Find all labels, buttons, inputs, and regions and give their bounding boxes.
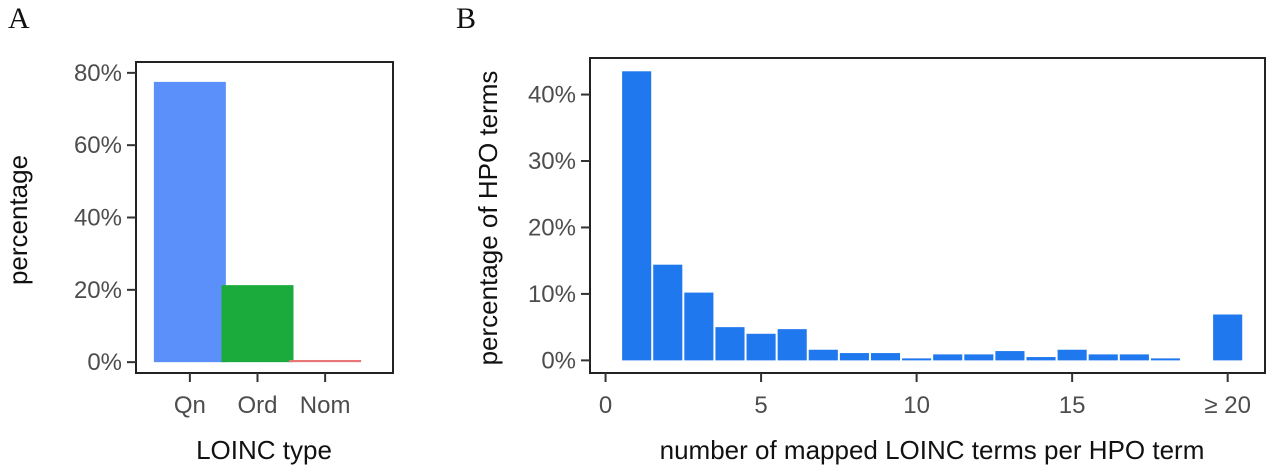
panel-b-label: B (456, 2, 476, 35)
chart-b-y-tick-label: 40% (528, 82, 576, 109)
bar-12 (964, 354, 994, 361)
chart-a-y-axis-title: percentage (3, 155, 33, 285)
chart-b-y-tick-label: 30% (528, 148, 576, 175)
chart-b-x-axis-title: number of mapped LOINC terms per HPO ter… (660, 435, 1205, 465)
chart-b-y-tick-label: 20% (528, 214, 576, 241)
bar-11 (933, 354, 963, 361)
chart-a-y-tick-label: 80% (74, 60, 122, 87)
chart-a-x-tick-label: Nom (300, 392, 351, 419)
chart-a-y-tick-label: 60% (74, 132, 122, 159)
chart-b-y-axis-title: percentage of HPO terms (473, 71, 503, 366)
chart-b-x-tick-label: 15 (1059, 392, 1086, 419)
bar-14 (1026, 357, 1056, 361)
bar-1 (622, 71, 652, 361)
chart-a: 0% 20% 40% 60% 80% Qn Ord Nom (74, 60, 394, 419)
chart-b: 0% 10% 20% 30% 40% 0 5 10 15 ≥ 20 (528, 57, 1266, 419)
bar-5 (746, 333, 776, 361)
bar-10 (902, 358, 932, 361)
bar-9 (870, 353, 901, 361)
panel-a-label: A (8, 2, 30, 35)
bar-4 (715, 327, 745, 361)
bar-20-plus (1213, 314, 1243, 361)
chart-a-y-tick-label: 40% (74, 205, 122, 232)
chart-b-x-tick-label: ≥ 20 (1204, 392, 1251, 419)
chart-b-x-tick-label: 10 (903, 392, 930, 419)
chart-a-y-tick-label: 20% (74, 277, 122, 304)
bar-17 (1119, 354, 1149, 361)
bar-15 (1057, 349, 1087, 361)
chart-b-plot-frame (589, 57, 1266, 374)
chart-b-x-tick-label: 5 (754, 392, 767, 419)
bar-nom (289, 359, 362, 363)
chart-b-x-tick-label: 0 (599, 392, 612, 419)
bar-2 (653, 264, 683, 361)
bar-8 (839, 353, 869, 361)
chart-a-x-tick-label: Qn (174, 392, 206, 419)
bar-6 (777, 329, 807, 361)
chart-a-y-tick-label: 0% (87, 349, 122, 376)
bar-13 (995, 351, 1025, 361)
bar-3 (684, 292, 714, 361)
chart-b-y-tick-label: 0% (541, 347, 576, 374)
chart-b-y-tick-label: 10% (528, 281, 576, 308)
chart-a-x-axis-title: LOINC type (196, 435, 332, 465)
bar-7 (808, 349, 838, 361)
bar-16 (1088, 354, 1118, 361)
bar-ord (221, 285, 294, 363)
bar-qn (153, 81, 226, 363)
chart-a-x-tick-label: Ord (237, 392, 277, 419)
bar-18 (1150, 358, 1181, 361)
